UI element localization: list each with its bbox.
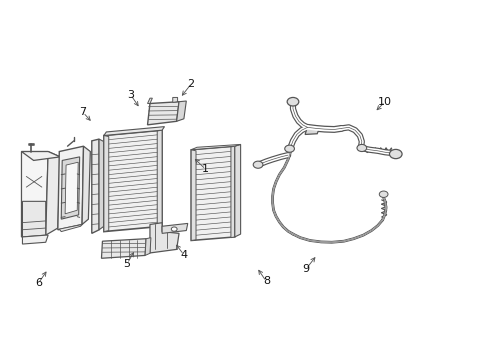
Polygon shape [103,130,162,231]
Polygon shape [150,223,179,253]
Text: 7: 7 [80,107,86,117]
Polygon shape [305,127,319,134]
Text: 9: 9 [302,264,309,274]
Text: 4: 4 [180,250,187,260]
Polygon shape [99,139,103,230]
Circle shape [171,227,177,231]
Text: 1: 1 [202,164,209,174]
Polygon shape [147,98,152,103]
Polygon shape [21,152,48,237]
Polygon shape [191,144,240,150]
Polygon shape [191,146,234,240]
Circle shape [379,191,387,197]
Circle shape [388,149,401,159]
Polygon shape [234,144,240,237]
Polygon shape [147,102,179,125]
Text: 8: 8 [262,276,269,287]
Polygon shape [230,146,234,238]
Text: 3: 3 [127,90,134,100]
Polygon shape [59,225,82,231]
Polygon shape [92,139,99,233]
Polygon shape [45,152,60,235]
Polygon shape [65,162,78,214]
Text: 2: 2 [187,79,194,89]
Polygon shape [191,150,196,240]
Circle shape [286,98,298,106]
Circle shape [284,145,294,152]
Polygon shape [172,98,177,103]
Circle shape [253,161,263,168]
Text: 6: 6 [35,278,42,288]
Polygon shape [82,146,90,225]
Polygon shape [162,224,187,233]
Polygon shape [103,135,108,231]
Text: 10: 10 [377,97,391,107]
Polygon shape [176,101,186,121]
Polygon shape [157,130,162,227]
Circle shape [356,144,366,152]
Polygon shape [61,157,80,219]
Polygon shape [22,201,45,237]
Polygon shape [21,152,60,161]
Polygon shape [103,127,164,135]
Polygon shape [145,238,151,256]
Polygon shape [58,146,83,230]
Polygon shape [102,239,146,258]
Polygon shape [22,235,48,244]
Text: 5: 5 [123,258,130,269]
